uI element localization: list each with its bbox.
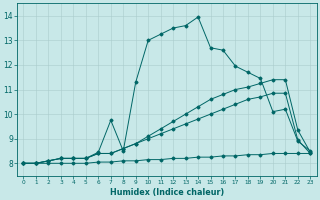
X-axis label: Humidex (Indice chaleur): Humidex (Indice chaleur) [110, 188, 224, 197]
